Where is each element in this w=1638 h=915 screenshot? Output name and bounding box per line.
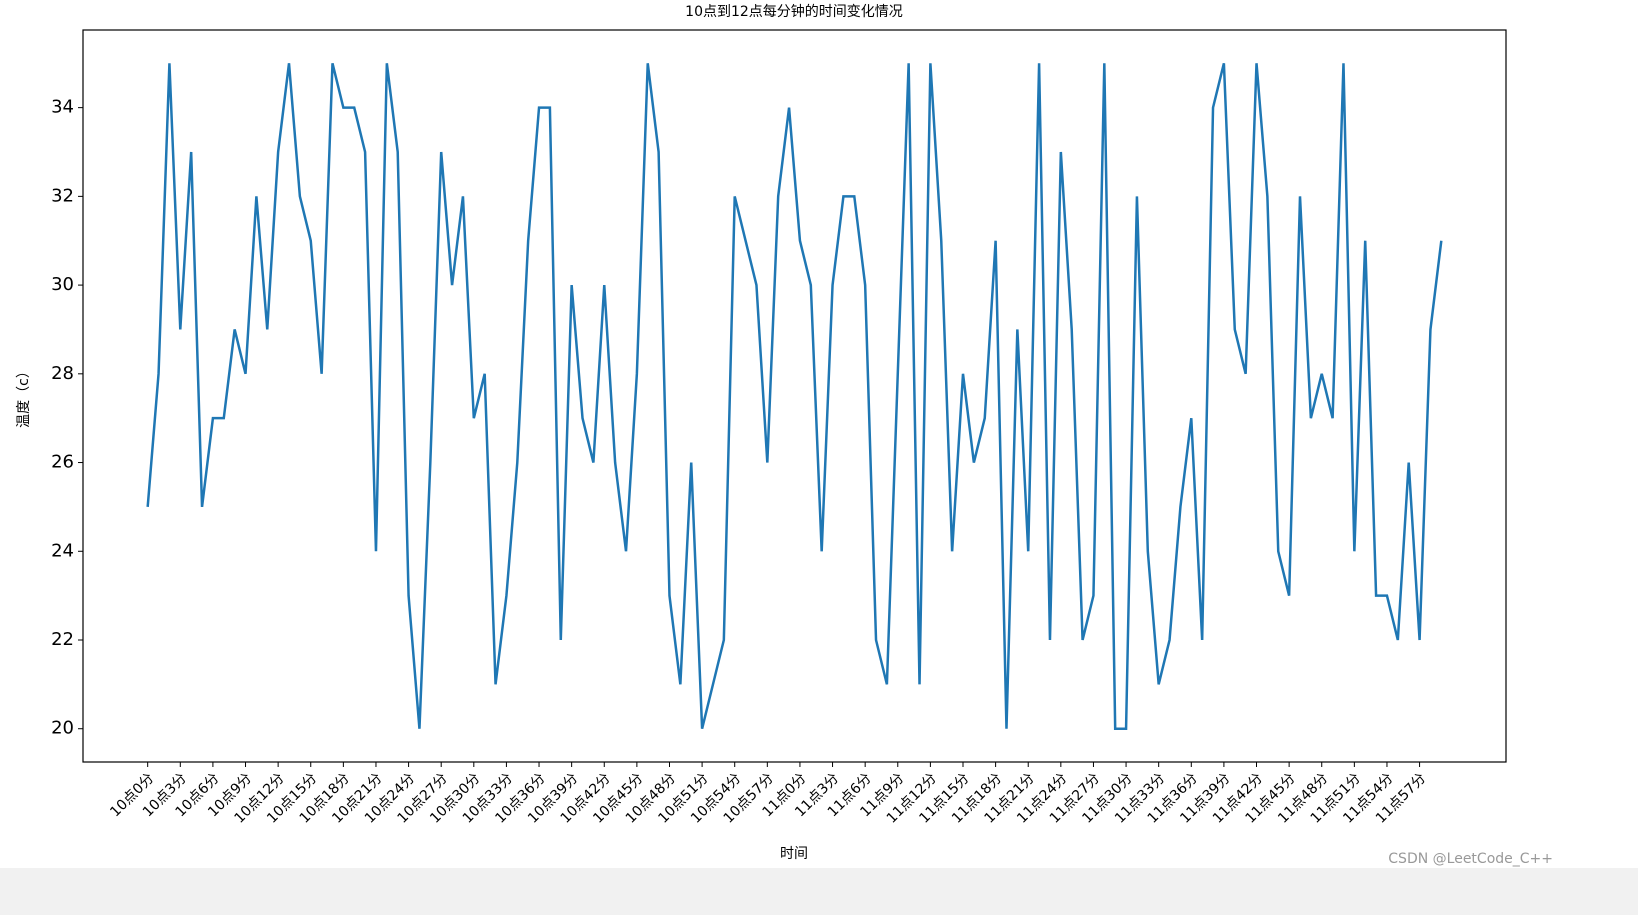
footer-bar xyxy=(0,868,1638,915)
chart-title: 10点到12点每分钟的时间变化情况 xyxy=(685,3,903,20)
line xyxy=(146,62,1443,730)
y-tick-label: 28 xyxy=(51,363,74,384)
y-axis-label: 温度（c） xyxy=(16,364,32,428)
watermark: CSDN @LeetCode_C++ xyxy=(1388,851,1553,867)
y-tick-label: 26 xyxy=(51,452,74,473)
y-tick-label: 20 xyxy=(51,718,74,739)
x-axis-label: 时间 xyxy=(780,846,808,862)
y-tick-label: 30 xyxy=(51,274,74,295)
y-tick-label: 24 xyxy=(51,540,74,561)
plot-frame xyxy=(82,29,1507,763)
y-tick-label: 34 xyxy=(51,97,74,118)
y-tick-label: 32 xyxy=(51,185,74,206)
y-tick-label: 22 xyxy=(51,629,74,650)
